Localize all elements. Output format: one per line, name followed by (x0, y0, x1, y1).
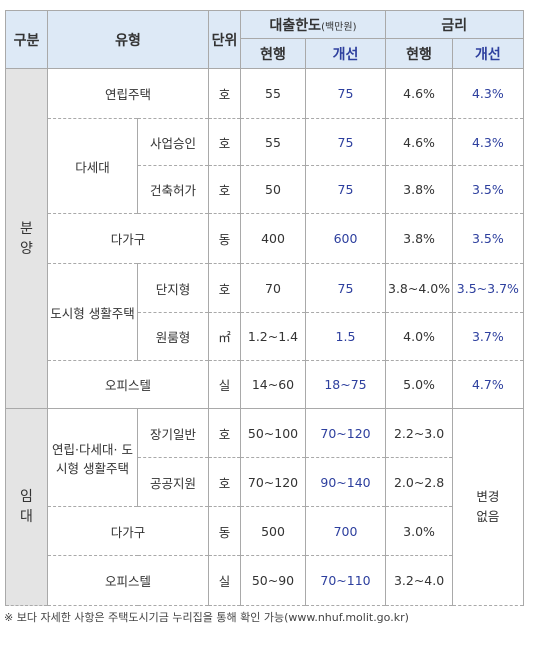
type-cell: 오피스텔 (47, 360, 209, 409)
rate-improved: 3.7% (452, 312, 524, 361)
loan-improved: 1.5 (305, 312, 386, 361)
header-cell: 개선 (305, 38, 386, 69)
header-cell: 금리 (385, 10, 524, 39)
loan-current: 50 (240, 165, 306, 214)
row: 오피스텔 실 14~60 18~75 5.0% 4.7% (6, 360, 524, 409)
header-cell: 구분 (5, 10, 48, 69)
type-cell: 다가구 (47, 506, 209, 556)
rate-current: 2.0~2.8 (384, 457, 454, 507)
row: 도시형 생활주택 단지형 호 70 75 3.8~4.0% 3.5~3.7% (6, 263, 524, 361)
loan-current: 500 (240, 506, 306, 556)
table-header: 구분 유형 단위 대출한도(백만원) 금리 현행 개선 현행 개선 (5, 10, 524, 69)
rate-improved: 4.3% (452, 68, 524, 119)
rate-improved: 변경 없음 (452, 408, 524, 606)
section-label: 분양 (20, 220, 33, 257)
loan-improved: 600 (305, 213, 386, 264)
footnote: ※ 보다 자세한 사항은 주택도시기금 누리집을 통해 확인 가능(www.nh… (4, 611, 409, 624)
unit-cell: 실 (208, 555, 241, 606)
rate-improved: 3.5% (452, 165, 524, 214)
type-cell: 도시형 생활주택 (47, 263, 138, 361)
header-row: 현행 개선 현행 개선 (6, 38, 524, 69)
loan-current: 70 (240, 263, 306, 313)
rate-improved: 3.5~3.7% (452, 263, 524, 313)
loan-current: 55 (240, 118, 306, 166)
rate-improved: 3.5% (452, 213, 524, 264)
unit-cell: 호 (208, 457, 241, 507)
subtype-cell: 단지형 (137, 263, 209, 313)
header-unit: (백만원) (321, 21, 357, 33)
rate-current: 5.0% (384, 360, 454, 409)
header-cell: 현행 (384, 38, 454, 69)
rate-current: 3.8% (384, 213, 454, 264)
type-cell: 다세대 (47, 118, 138, 214)
unit-cell: ㎡ (208, 312, 241, 361)
rate-current: 4.6% (384, 68, 454, 119)
unit-cell: 호 (208, 68, 241, 119)
rate-improved: 4.7% (452, 360, 524, 409)
loan-improved: 18~75 (305, 360, 386, 409)
subtype-cell: 원룸형 (137, 312, 209, 361)
loan-current: 400 (240, 213, 306, 264)
unit-cell: 실 (208, 360, 241, 409)
loan-table: 구분 유형 단위 대출한도(백만원) 금리 현행 개선 현행 개선 분양 연립주택… (5, 10, 524, 606)
loan-improved: 75 (305, 68, 386, 119)
rate-current: 3.0% (384, 506, 454, 556)
loan-improved: 90~140 (305, 457, 386, 507)
rate-current: 3.8~4.0% (384, 263, 454, 313)
loan-current: 55 (240, 68, 306, 119)
row: 건축허가 호 50 75 3.8% 3.5% (6, 165, 524, 214)
rate-current: 4.6% (384, 118, 454, 166)
section-cell: 분양 (5, 68, 48, 409)
loan-improved: 70~120 (305, 408, 386, 458)
loan-improved: 75 (305, 118, 386, 166)
loan-current: 1.2~1.4 (240, 312, 306, 361)
rate-current: 4.0% (384, 312, 454, 361)
loan-current: 70~120 (240, 457, 306, 507)
loan-current: 50~100 (240, 408, 306, 458)
subtype-cell: 사업승인 (137, 118, 209, 166)
header-cell: 현행 (240, 38, 306, 69)
row: 오피스텔 실 50~90 70~110 3.2~4.0 (6, 555, 524, 606)
section-label: 임대 (20, 489, 33, 525)
row: 다가구 동 400 600 3.8% 3.5% (6, 213, 524, 264)
table-body: 분양 연립주택 호 55 75 4.6% 4.3% 다세대 사업승인 호 55 75 4.6% 4.3%… (5, 68, 524, 606)
type-cell: 연립주택 (47, 68, 209, 119)
loan-improved: 70~110 (305, 555, 386, 606)
row: 다세대 사업승인 호 55 75 4.6% 4.3% (6, 118, 524, 214)
subtype-cell: 장기일반 (137, 408, 209, 458)
unit-cell: 호 (208, 408, 241, 458)
rate-improved: 4.3% (452, 118, 524, 166)
loan-improved: 75 (305, 165, 386, 214)
section-cell: 임대 (5, 408, 48, 606)
loan-current: 14~60 (240, 360, 306, 409)
type-cell: 연립·다세대· 도시형 생활주택 (47, 408, 138, 507)
loan-current: 50~90 (240, 555, 306, 606)
unit-cell: 호 (208, 118, 241, 166)
header-cell: 단위 (208, 10, 241, 69)
subtype-cell: 건축허가 (137, 165, 209, 214)
unit-cell: 호 (208, 165, 241, 214)
rate-current: 3.2~4.0 (384, 555, 454, 606)
row: 임대 연립·다세대· 도시형 생활주택 장기일반 호 50~100 70~120 2.2~3… (5, 408, 524, 606)
header-cell: 유형 (47, 10, 209, 69)
row: 분양 연립주택 호 55 75 4.6% 4.3% (5, 68, 524, 409)
unit-cell: 호 (208, 263, 241, 313)
type-cell: 오피스텔 (47, 555, 209, 606)
header-cell: 대출한도(백만원) (240, 10, 386, 39)
unit-cell: 동 (208, 213, 241, 264)
row: 다가구 동 500 700 3.0% (6, 506, 524, 556)
loan-improved: 700 (305, 506, 386, 556)
subtype-cell: 공공지원 (137, 457, 209, 507)
header-row: 구분 유형 단위 대출한도(백만원) 금리 (5, 10, 524, 69)
unit-cell: 동 (208, 506, 241, 556)
header-text: 대출한도 (269, 17, 322, 34)
row: 공공지원 호 70~120 90~140 2.0~2.8 (6, 457, 524, 507)
type-cell: 다가구 (47, 213, 209, 264)
rate-current: 2.2~3.0 (384, 408, 454, 458)
header-cell: 개선 (452, 38, 524, 69)
rate-current: 3.8% (384, 165, 454, 214)
loan-improved: 75 (305, 263, 386, 313)
